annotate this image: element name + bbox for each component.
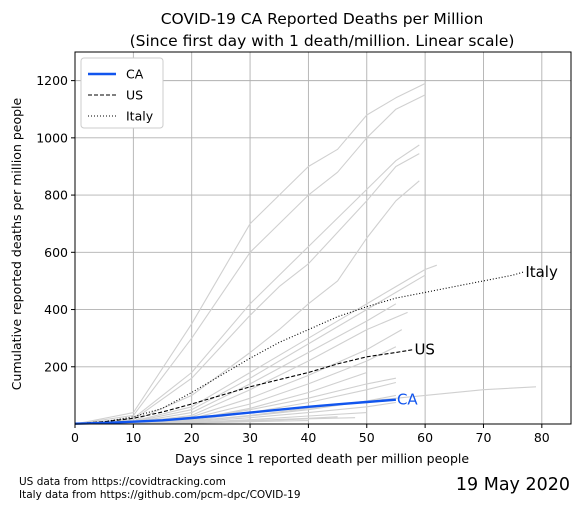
legend-label-us: US [126, 88, 143, 103]
chart-subtitle: (Since first day with 1 death/million. L… [130, 32, 515, 50]
x-tick-label: 0 [71, 430, 79, 445]
x-tick-label: 50 [359, 430, 375, 445]
x-tick-label: 30 [242, 430, 258, 445]
legend: CA US Italy [81, 58, 163, 128]
x-tick-label: 80 [534, 430, 550, 445]
y-tick-label: 1200 [36, 73, 68, 88]
legend-label-ca: CA [126, 67, 144, 82]
x-tick-label: 60 [417, 430, 433, 445]
date-stamp: 19 May 2020 [456, 475, 570, 495]
end-label-us: US [414, 341, 435, 359]
series-line-italy [75, 272, 524, 424]
y-tick-label: 400 [44, 302, 68, 317]
x-axis-label: Days since 1 reported death per million … [175, 451, 469, 466]
footnote-us-source: US data from https://covidtracking.com [19, 476, 226, 489]
x-tick-label: 10 [125, 430, 141, 445]
legend-label-italy: Italy [126, 109, 154, 124]
highlighted-series-group [75, 272, 524, 424]
x-tick-label: 70 [476, 430, 492, 445]
end-label-italy: Italy [525, 263, 558, 281]
y-tick-label: 800 [44, 188, 68, 203]
x-tick-label: 40 [300, 430, 316, 445]
chart-title: COVID-19 CA Reported Deaths per Million [161, 10, 484, 28]
y-axis-label: Cumulative reported deaths per million p… [9, 97, 24, 390]
background-series-line-5 [75, 145, 419, 424]
footnote-italy-source: Italy data from https://github.com/pcm-d… [19, 489, 301, 502]
y-tick-label: 1000 [36, 130, 68, 145]
y-tick-label: 200 [44, 359, 68, 374]
end-label-ca: CA [397, 391, 418, 409]
x-tick-label: 20 [184, 430, 200, 445]
y-tick-label: 600 [44, 245, 68, 260]
